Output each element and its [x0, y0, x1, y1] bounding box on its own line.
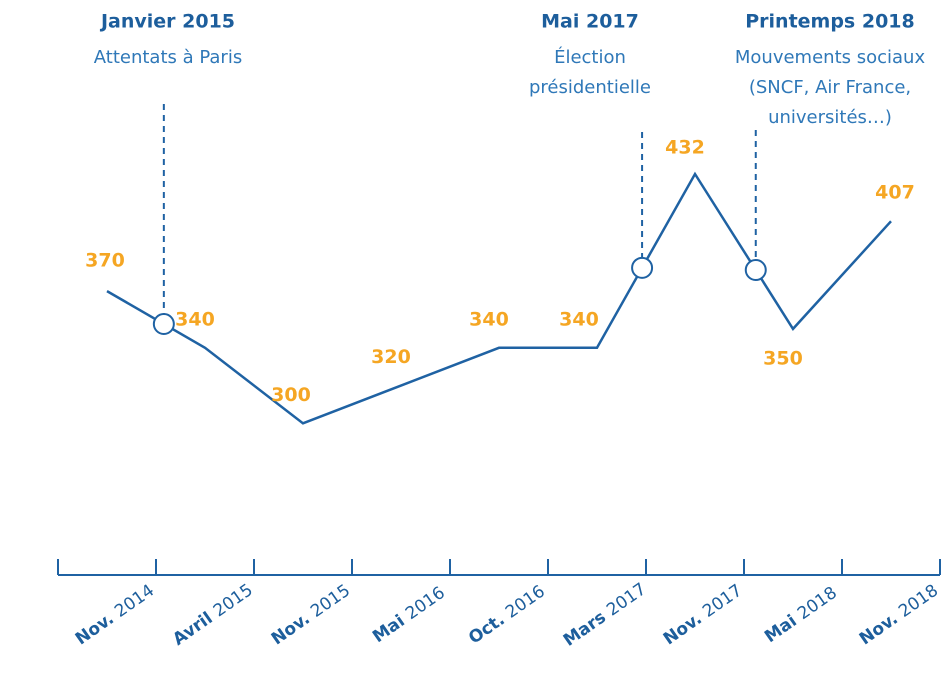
x-tick-year: 2014: [111, 581, 158, 622]
x-tick-label: Nov. 2014: [72, 581, 158, 650]
value-label: 432: [665, 137, 705, 159]
x-tick-label: Mars 2017: [560, 579, 650, 650]
annotation-text: universités…): [768, 107, 892, 128]
value-label: 370: [85, 250, 125, 272]
x-tick-label: Mai 2018: [761, 583, 841, 647]
x-tick-year: 2015: [307, 581, 354, 622]
x-tick-year: 2018: [895, 581, 942, 622]
annotation-title: Mai 2017: [541, 11, 639, 33]
annotation-text: Mouvements sociaux: [735, 47, 926, 68]
x-tick-year: 2016: [402, 583, 449, 624]
x-tick-year: 2016: [502, 581, 549, 622]
annotation-marker: [631, 256, 654, 279]
value-label: 300: [271, 384, 311, 406]
x-tick-label: Nov. 2015: [268, 581, 354, 650]
annotation-text: Attentats à Paris: [94, 47, 242, 68]
x-tick-year: 2018: [794, 583, 841, 624]
x-tick-label: Nov. 2017: [660, 581, 746, 650]
annotation-text: présidentielle: [529, 77, 651, 98]
x-tick-year: 2017: [699, 581, 746, 622]
value-label: 340: [559, 308, 599, 330]
annotation-text: Élection: [554, 46, 626, 68]
annotation-marker: [744, 259, 767, 282]
x-tick-label: Nov. 2018: [856, 581, 942, 650]
x-tick-year: 2015: [210, 580, 257, 621]
x-tick-label: Avril 2015: [169, 580, 257, 650]
x-tick-month: Mars: [560, 604, 615, 651]
line: [106, 171, 892, 425]
value-label: 407: [875, 182, 915, 204]
value-label: 320: [371, 346, 411, 368]
annotation-title: Janvier 2015: [99, 11, 235, 33]
x-tick-label: Oct. 2016: [465, 581, 549, 648]
value-label: 340: [175, 308, 215, 330]
annotation-title: Printemps 2018: [745, 11, 915, 33]
annotation-text: (SNCF, Air France,: [749, 77, 911, 98]
value-label: 340: [469, 308, 509, 330]
annotation-marker: [152, 312, 175, 335]
value-label: 350: [763, 347, 803, 369]
x-tick-label: Mai 2016: [369, 583, 449, 647]
x-tick-year: 2017: [603, 579, 650, 620]
